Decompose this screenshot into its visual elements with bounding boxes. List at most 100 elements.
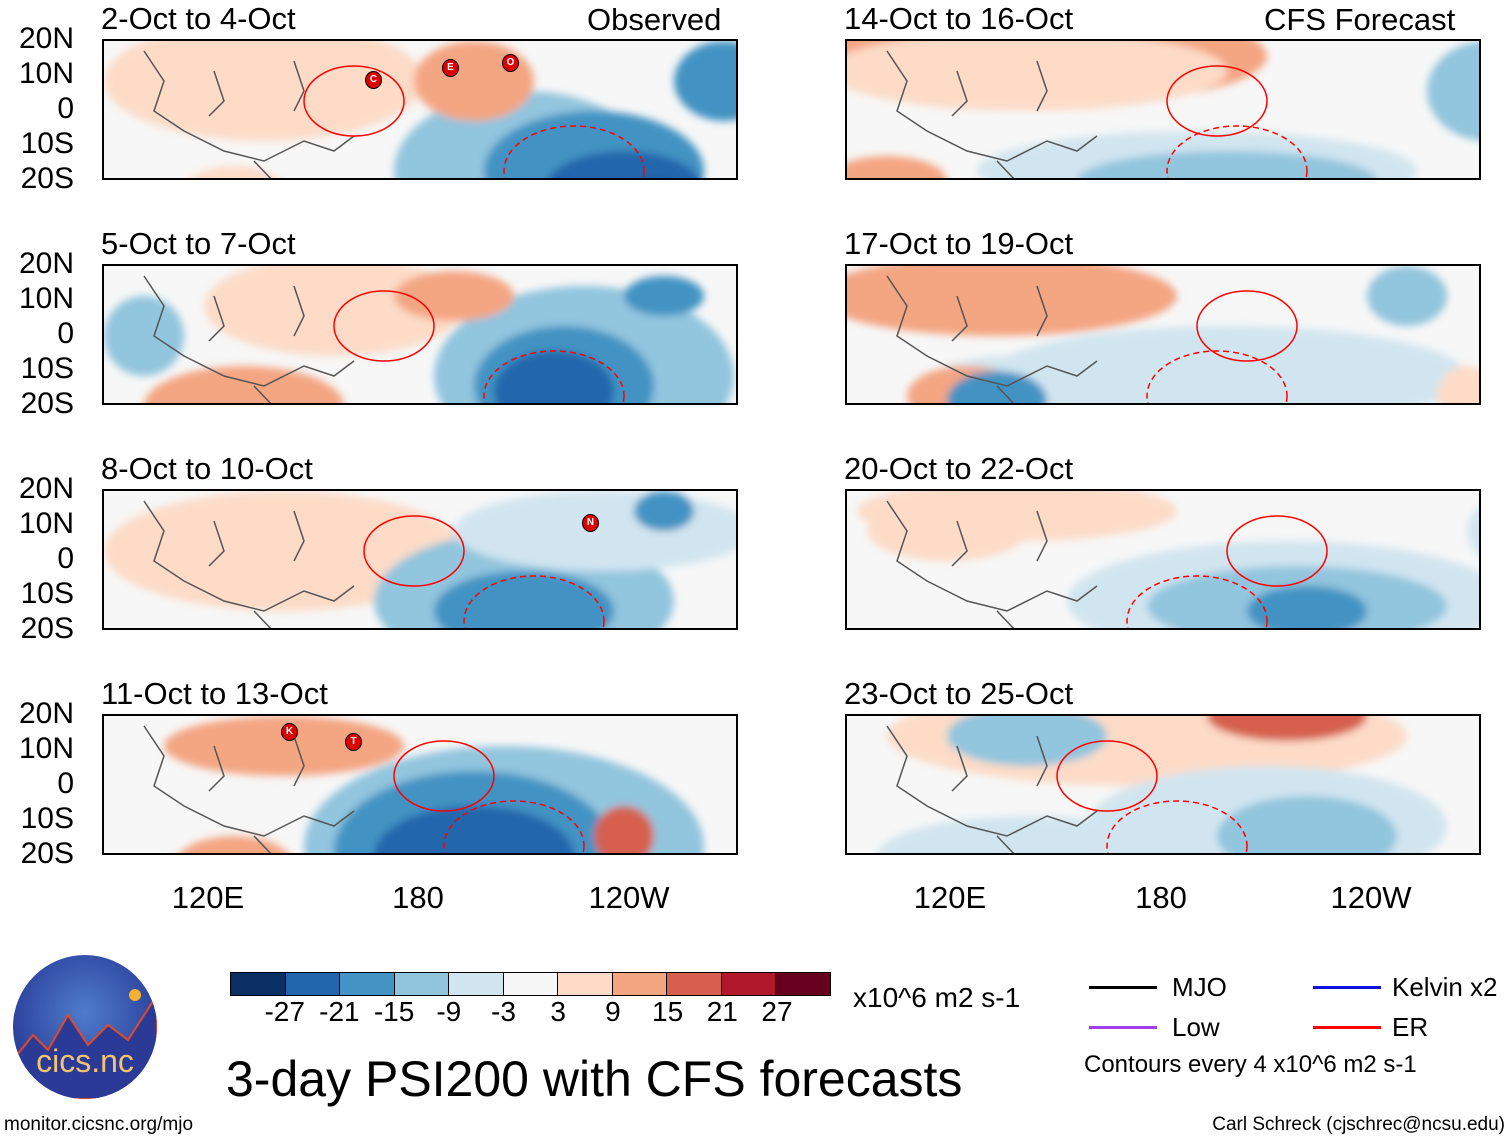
anomaly-region — [494, 351, 614, 403]
er-contour — [333, 290, 435, 362]
map-panel — [845, 264, 1481, 405]
anomaly-region — [1367, 266, 1447, 326]
coastline — [886, 500, 1098, 628]
er-contour — [1126, 575, 1268, 628]
panel-title: 5-Oct to 7-Oct — [101, 226, 296, 261]
panel-title: 8-Oct to 10-Oct — [101, 451, 313, 486]
colorbar-label: -27 — [264, 996, 305, 1027]
lat-label: 20N — [18, 247, 74, 280]
legend-er: ER — [1392, 1012, 1429, 1042]
coastline — [143, 275, 355, 403]
anomaly-region — [1217, 796, 1397, 853]
anomaly-region — [947, 716, 1107, 766]
legend-mjo: MJO — [1172, 972, 1227, 1002]
tropical-cyclone-icon: O — [502, 54, 519, 72]
panel-title: 14-Oct to 16-Oct — [844, 1, 1074, 36]
anomaly-region — [164, 716, 404, 776]
colorbar-swatch — [558, 973, 613, 995]
er-contour — [1106, 800, 1248, 853]
anomaly-region — [847, 156, 947, 178]
map-panel — [102, 489, 738, 630]
er-contour — [393, 740, 495, 812]
anomaly-region — [394, 271, 514, 321]
tropical-cyclone-icon: C — [365, 71, 382, 89]
contour-note: Contours every 4 x10^6 m2 s-1 — [1084, 1051, 1417, 1078]
anomaly-region — [847, 266, 1177, 336]
tropical-cyclone-icon: E — [442, 59, 459, 77]
colorbar-swatch — [449, 973, 504, 995]
lat-label: 10N — [18, 732, 74, 765]
lat-label: 10N — [18, 282, 74, 315]
er-contour — [1226, 515, 1328, 587]
colorbar-label: 15 — [652, 996, 684, 1027]
low-line-icon — [1089, 1026, 1157, 1029]
colorbar-swatch — [721, 973, 776, 995]
lon-label: 120E — [913, 880, 987, 915]
colorbar-swatch — [394, 973, 449, 995]
coastline — [886, 50, 1098, 178]
colorbar-label: -15 — [373, 996, 415, 1027]
legend-low: Low — [1172, 1012, 1220, 1042]
coastline — [143, 500, 355, 628]
lat-label: 0 — [57, 92, 74, 125]
forecast-label: CFS Forecast — [1264, 2, 1456, 37]
lat-label: 20N — [18, 22, 74, 55]
colorbar-label: -3 — [491, 996, 516, 1027]
panel-title: 23-Oct to 25-Oct — [844, 676, 1074, 711]
map-panel — [845, 39, 1481, 180]
er-contour — [1166, 65, 1268, 137]
anomaly-region — [877, 816, 1177, 853]
anomaly-region — [1247, 586, 1367, 628]
er-contour — [463, 575, 605, 628]
anomaly-region — [374, 806, 574, 853]
units-label: x10^6 m2 s-1 — [853, 982, 1021, 1013]
tropical-cyclone-icon: T — [345, 733, 362, 751]
lat-label: 10S — [20, 577, 74, 610]
colorbar-label: 9 — [605, 996, 621, 1027]
er-contour — [1166, 125, 1308, 178]
anomaly-region — [634, 491, 694, 531]
lat-label: 10S — [20, 352, 74, 385]
anomaly-region — [987, 326, 1467, 403]
anomaly-region — [548, 151, 700, 178]
anomaly-region — [867, 501, 1027, 561]
anomaly-region — [104, 491, 464, 611]
colorbar-label: 21 — [706, 996, 738, 1027]
map-panel — [102, 264, 738, 405]
kelvin-line-icon — [1313, 986, 1381, 989]
logo: cics.nc — [13, 955, 157, 1099]
lat-label: 0 — [57, 542, 74, 575]
anomaly-region — [191, 166, 277, 178]
er-contour — [483, 350, 625, 403]
er-contour — [363, 515, 465, 587]
lat-label: 20S — [20, 162, 74, 195]
lat-label: 10S — [20, 802, 74, 835]
colorbar-swatch — [285, 973, 340, 995]
lat-label: 20S — [20, 387, 74, 420]
coastline — [886, 725, 1098, 853]
colorbar-label: -9 — [436, 996, 462, 1027]
anomaly-region — [1437, 366, 1479, 403]
lat-label: 20S — [20, 612, 74, 645]
footer-url[interactable]: monitor.cicsnc.org/mjo — [4, 1114, 194, 1135]
anomaly-region — [624, 276, 704, 316]
anomaly-region — [1077, 151, 1377, 178]
anomaly-region — [1467, 507, 1479, 555]
colorbar — [230, 972, 831, 996]
coastline — [143, 725, 355, 853]
lon-label: 120W — [588, 880, 670, 915]
anomaly-region — [594, 806, 654, 853]
er-contour — [1196, 290, 1298, 362]
tropical-cyclone-icon: N — [582, 514, 599, 532]
anomaly-region — [847, 41, 1227, 111]
er-contour — [443, 800, 585, 853]
coastline — [886, 275, 1098, 403]
panel-title: 20-Oct to 22-Oct — [844, 451, 1074, 486]
colorbar-swatch — [340, 973, 395, 995]
legend-kelvin: Kelvin x2 — [1392, 972, 1498, 1002]
anomaly-region — [104, 41, 424, 141]
er-contour — [503, 125, 645, 178]
anomaly-region — [1207, 716, 1367, 741]
lat-label: 10S — [20, 127, 74, 160]
